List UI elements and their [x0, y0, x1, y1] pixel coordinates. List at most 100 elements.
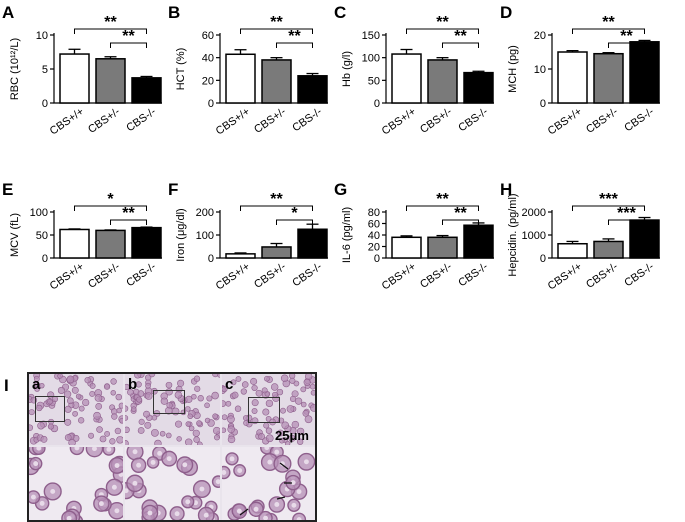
y-axis-label-g: IL-6 (pg/ml) — [341, 207, 353, 263]
red-blood-cell — [196, 441, 203, 445]
red-blood-cell — [93, 411, 101, 420]
red-blood-cell — [211, 391, 219, 400]
y-tick-label-d: 20 — [534, 30, 546, 42]
bar-c-cbs0 — [391, 53, 422, 104]
y-tick-label-b: 20 — [202, 75, 214, 87]
red-blood-cell — [174, 391, 183, 399]
red-blood-cell — [296, 427, 305, 436]
smear-tile-a-zoom — [29, 447, 123, 520]
panel-label-d: D — [500, 3, 512, 22]
red-blood-cell — [71, 386, 79, 394]
y-tick-label-b: 40 — [202, 53, 214, 65]
red-blood-cell — [36, 404, 43, 412]
significance-marker-b: ** — [270, 14, 283, 31]
red-blood-cell — [280, 374, 289, 383]
red-blood-cell — [251, 384, 258, 392]
significance-marker-d: ** — [602, 14, 615, 31]
red-blood-cell — [66, 375, 75, 384]
significance-marker-g: ** — [454, 205, 467, 222]
y-tick-label-e: 100 — [30, 207, 48, 219]
x-category-label-a: CBS+/- — [86, 105, 122, 136]
significance-bracket-f — [240, 205, 313, 211]
y-tick-label-b: 0 — [208, 98, 214, 110]
cell-pallor — [132, 449, 138, 455]
cell-pallor — [111, 484, 117, 490]
significance-marker-h: *** — [599, 191, 618, 208]
red-blood-cell — [47, 398, 53, 405]
red-blood-cell — [176, 436, 182, 442]
cell-pallor — [50, 489, 56, 494]
red-blood-cell — [292, 512, 307, 520]
red-blood-cell — [110, 390, 116, 396]
y-tick-label-b: 60 — [202, 30, 214, 42]
red-blood-cell — [138, 418, 145, 425]
red-blood-cell — [265, 399, 274, 408]
cell-pallor — [253, 506, 259, 512]
red-blood-cell — [194, 385, 201, 392]
significance-bracket-a — [110, 42, 147, 48]
bar-b-cbs2 — [297, 75, 328, 104]
bar-a-cbs0 — [59, 53, 90, 104]
bar-e-cbs1 — [95, 229, 126, 259]
red-blood-cell — [95, 403, 103, 410]
y-tick-label-e: 50 — [36, 230, 48, 242]
red-blood-cell — [144, 421, 152, 429]
significance-bracket-c — [442, 42, 479, 48]
cell-pallor — [166, 456, 172, 462]
red-blood-cell — [166, 402, 173, 409]
significance-bracket-b — [276, 42, 313, 48]
red-blood-cell — [184, 406, 191, 412]
red-blood-cell — [289, 395, 297, 402]
red-blood-cell — [234, 405, 242, 412]
panel-label-c: C — [334, 3, 346, 22]
cell-pallor — [264, 447, 270, 451]
cell-pallor — [150, 459, 156, 465]
red-blood-cell — [309, 383, 315, 390]
y-tick-label-a: 10 — [36, 30, 48, 42]
x-category-label-d: CBS+/- — [584, 105, 620, 136]
scale-bar-label: 25μm — [275, 428, 309, 443]
red-blood-cell — [148, 374, 156, 378]
red-blood-cell — [241, 381, 249, 388]
bar-d-cbs2 — [629, 41, 660, 104]
red-blood-cell — [57, 374, 63, 379]
x-category-label-f: CBS-/- — [290, 260, 324, 289]
y-axis-label-h: Hepcidin. (pg/ml) — [507, 193, 519, 276]
red-blood-cell — [263, 422, 270, 429]
red-blood-cell — [64, 434, 72, 441]
red-blood-cell — [159, 430, 166, 437]
sublabel-c: c — [225, 376, 234, 393]
red-blood-cell — [185, 395, 193, 403]
y-tick-label-g: 20 — [368, 242, 380, 254]
red-blood-cell — [104, 430, 110, 437]
cell-pallor — [92, 447, 97, 452]
red-blood-cell — [89, 391, 96, 397]
red-blood-cell — [125, 440, 129, 445]
red-blood-cell — [33, 375, 40, 382]
y-tick-label-c: 0 — [374, 98, 380, 110]
bar-e-cbs0 — [59, 228, 90, 259]
red-blood-cell — [204, 402, 210, 409]
red-blood-cell — [145, 382, 151, 389]
red-blood-cell — [69, 447, 85, 456]
bar-f-cbs1 — [261, 246, 292, 259]
x-category-label-e: CBS+/+ — [48, 261, 86, 293]
red-blood-cell — [137, 427, 145, 434]
y-axis-label-e: MCV (fL) — [9, 213, 21, 257]
bar-g-cbs0 — [391, 236, 422, 259]
y-tick-label-g: 80 — [368, 207, 380, 219]
x-category-label-b: CBS+/- — [252, 105, 288, 136]
y-tick-label-h: 2000 — [522, 207, 546, 219]
red-blood-cell — [125, 415, 129, 421]
x-category-label-g: CBS+/+ — [380, 261, 418, 293]
cell-pallor — [74, 447, 80, 451]
red-blood-cell — [240, 388, 247, 395]
significance-marker-c: ** — [436, 14, 449, 31]
red-blood-cell — [40, 435, 48, 443]
red-blood-cell — [125, 383, 130, 391]
red-blood-cell — [293, 380, 300, 387]
red-blood-cell — [227, 415, 235, 424]
red-blood-cell — [154, 439, 162, 445]
